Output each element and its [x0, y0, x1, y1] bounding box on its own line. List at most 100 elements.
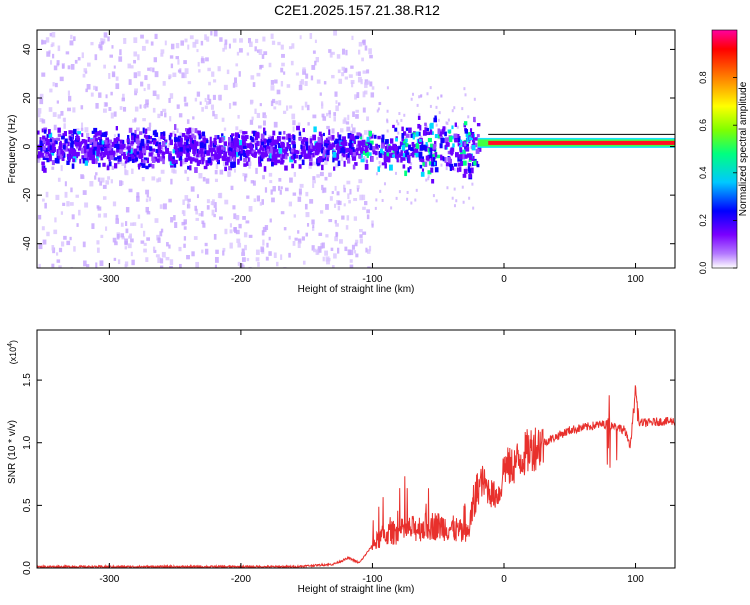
spectrogram-cell	[298, 188, 302, 195]
spectrogram-cell	[93, 146, 97, 150]
spectrogram-cell	[246, 195, 250, 199]
spectrogram-cell	[292, 241, 296, 246]
spectrogram-cell	[280, 254, 283, 260]
spectrogram-cell	[158, 156, 163, 162]
spectrogram-cell	[138, 131, 143, 135]
spectrogram-cell	[286, 105, 289, 111]
spectrogram-cell	[360, 158, 365, 163]
spectrogram-cell	[186, 176, 190, 181]
spectrogram-cell	[449, 165, 452, 171]
spectrogram-cell	[162, 81, 166, 86]
spectrogram-cell	[249, 41, 253, 48]
spectrogram-cell	[280, 44, 284, 50]
spectrogram-cell	[71, 152, 75, 156]
spectrogram-cell	[270, 189, 273, 195]
spectrogram-cell	[130, 238, 134, 243]
spectrogram-cell	[344, 139, 347, 144]
spectrogram-cell	[394, 147, 398, 152]
spectrogram-cell	[178, 144, 181, 149]
spectrogram-cell	[349, 259, 353, 263]
spectrogram-cell	[218, 152, 222, 159]
spectrogram-cell	[213, 213, 216, 218]
spectrogram-cell	[467, 160, 470, 164]
spectrogram-cell	[233, 156, 236, 162]
spectrogram-cell	[124, 261, 129, 267]
spectrogram-cell	[427, 137, 432, 143]
spectrogram-cell	[405, 133, 410, 138]
spectrogram-cell	[50, 60, 53, 65]
spectrogram-cell	[184, 135, 188, 141]
spectrogram-cell	[329, 52, 333, 58]
spectrogram-cell	[201, 249, 204, 254]
spectrogram-cell	[285, 187, 289, 192]
spectrogram-cell	[311, 219, 315, 225]
spectrogram-cell	[160, 49, 165, 54]
spectrogram-cell	[121, 139, 125, 145]
spectrogram-cell	[146, 139, 150, 144]
spectrogram-cell	[251, 116, 254, 121]
spectrogram-cell	[80, 127, 84, 132]
spectrogram-cell	[262, 175, 265, 180]
spectrogram-cell	[146, 211, 151, 215]
spectrogram-cell	[213, 154, 216, 159]
spectrogram-cell	[293, 172, 297, 177]
spectrogram-cell	[256, 112, 261, 118]
spectrogram-cell	[270, 79, 275, 85]
spectrogram-cell	[274, 144, 277, 149]
spectrogram-cell	[356, 185, 360, 190]
spectrogram-cell	[283, 151, 288, 156]
spectrogram-cell	[406, 190, 409, 194]
spectrogram-cell	[266, 242, 269, 248]
spectrogram-cell	[126, 146, 131, 150]
spectrogram-cell	[161, 133, 166, 139]
spectrogram-cell	[141, 145, 145, 150]
spectrogram-cell	[63, 153, 66, 158]
spectrogram-cell	[151, 148, 156, 152]
spectrogram-cell	[137, 71, 141, 77]
spectrogram-cell	[394, 171, 397, 175]
spectrogram-cell	[100, 147, 104, 152]
spectrogram-cell	[353, 216, 358, 221]
y-tick-label: -40	[22, 236, 33, 251]
spectrogram-cell	[291, 140, 294, 145]
spectrogram-cell	[45, 147, 48, 154]
spectrogram-cell	[273, 252, 277, 258]
spectrogram-cell	[198, 173, 203, 179]
spectrogram-cell	[296, 125, 300, 131]
spectrogram-cell	[42, 140, 45, 144]
spectrogram-cell	[349, 130, 354, 134]
spectrogram-cell	[366, 209, 370, 214]
spectrogram-cell	[82, 241, 86, 248]
spectrogram-cell	[72, 153, 77, 158]
spectrogram-cell	[100, 38, 103, 44]
spectrogram-x-ticks: -300 -200 -100 0 100	[99, 30, 644, 285]
spectrogram-cell	[154, 141, 159, 147]
spectrogram-cell	[101, 141, 106, 148]
spectrogram-cell	[397, 131, 400, 135]
spectrogram-cell	[444, 131, 447, 137]
spectrogram-cell	[380, 148, 383, 154]
spectrogram-cell	[292, 192, 297, 196]
spectrogram-cell	[305, 232, 309, 237]
spectrogram-cell	[231, 133, 235, 137]
spectrogram-cell	[315, 146, 319, 150]
spectrogram-cell	[365, 159, 369, 164]
spectrogram-cell	[264, 115, 267, 119]
spectrogram-cell	[64, 138, 68, 144]
spectrogram-cell	[438, 111, 441, 115]
spectrogram-cell	[170, 178, 173, 185]
spectrogram-cell	[53, 65, 58, 71]
spectrogram-cell	[89, 148, 92, 152]
spectrogram-cell	[214, 207, 217, 213]
spectrogram-cell	[154, 218, 159, 223]
spectrogram-cell	[348, 199, 351, 204]
spectrogram-cell	[102, 184, 107, 189]
spectrogram-cell	[455, 199, 458, 203]
spectrogram-cell	[112, 237, 117, 243]
spectrogram-cell	[214, 256, 219, 263]
spectrogram-cell	[48, 155, 52, 162]
spectrogram-cell	[430, 167, 434, 173]
spectrogram-cell	[425, 142, 428, 147]
spectrogram-cell	[371, 146, 376, 151]
spectrogram-cell	[146, 237, 151, 241]
